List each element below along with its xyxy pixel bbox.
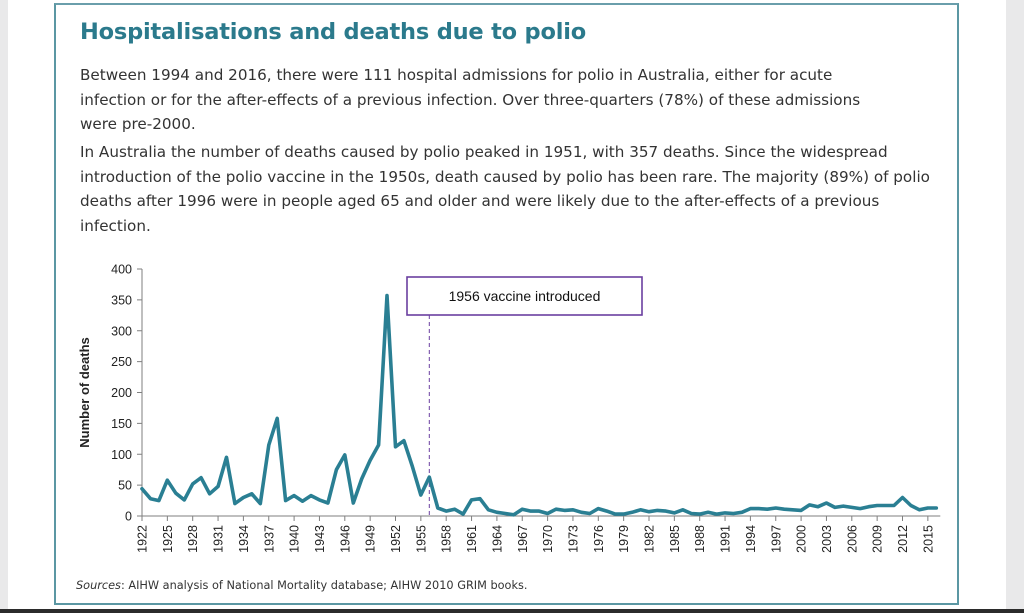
annotation-box xyxy=(406,276,643,316)
deaths-line xyxy=(140,293,939,517)
y-tick-label: 250 xyxy=(111,355,132,369)
x-tick-label: 1922 xyxy=(136,525,150,553)
paragraph-deaths: In Australia the number of deaths caused… xyxy=(80,143,930,235)
paragraph-hospitalisations: Between 1994 and 2016, there were 111 ho… xyxy=(80,66,861,133)
annotation-label: 1956 vaccine introduced xyxy=(449,288,601,304)
x-tick-label: 1928 xyxy=(186,525,200,553)
source-label: Sources xyxy=(76,579,121,592)
x-tick-label: 1955 xyxy=(414,525,428,553)
x-tick-label: 1952 xyxy=(389,525,403,553)
x-tick-label: 1958 xyxy=(440,525,454,553)
x-tick-label: 2009 xyxy=(871,525,885,553)
source-note: Sources: AIHW analysis of National Morta… xyxy=(76,579,527,592)
y-tick-label: 0 xyxy=(125,510,132,524)
x-tick-label: 1940 xyxy=(288,525,302,553)
y-tick-label: 350 xyxy=(111,293,132,307)
x-tick-label: 1937 xyxy=(262,525,276,553)
x-tick-label: 2012 xyxy=(896,525,910,553)
x-tick-label: 1943 xyxy=(313,525,327,553)
y-tick-label: 100 xyxy=(111,448,132,462)
x-tick-label: 1979 xyxy=(617,525,631,553)
bottom-bar xyxy=(0,609,1024,613)
x-tick-label: 1934 xyxy=(237,525,251,553)
x-tick-label: 1925 xyxy=(161,525,175,553)
x-tick-label: 2000 xyxy=(795,525,809,553)
deaths-series xyxy=(140,293,939,517)
y-tick-label: 300 xyxy=(111,324,132,338)
y-tick-label: 200 xyxy=(111,386,132,400)
x-tick-label: 1988 xyxy=(693,525,707,553)
x-tick-label: 1970 xyxy=(541,525,555,553)
y-axis: 0 50 100 150 200 250 300 350 400 xyxy=(111,263,143,524)
x-tick-label: 1976 xyxy=(592,525,606,553)
y-axis-label: Number of deaths xyxy=(77,337,92,448)
x-tick-label: 2015 xyxy=(921,525,935,553)
x-tick-label: 1964 xyxy=(490,525,504,553)
panel-title: Hospitalisations and deaths due to polio xyxy=(80,19,587,45)
x-tick-label: 1991 xyxy=(719,525,733,553)
x-tick-label: 1946 xyxy=(338,525,352,553)
vaccine-annotation: 1956 vaccine introduced xyxy=(406,276,643,516)
info-panel: Hospitalisations and deaths due to polio… xyxy=(54,3,959,605)
x-tick-label: 1949 xyxy=(364,525,378,553)
x-axis: 1922 1925 1928 1931 1934 1937 1940 1943 1946 1949… xyxy=(136,515,941,553)
x-tick-label: 1997 xyxy=(769,525,783,553)
x-tick-label: 1967 xyxy=(516,525,530,553)
x-tick-label: 1985 xyxy=(668,525,682,553)
x-tick-label: 2006 xyxy=(845,525,859,553)
x-tick-label: 1931 xyxy=(212,525,226,553)
x-tick-label: 2003 xyxy=(820,525,834,553)
polio-deaths-chart: 0 50 100 150 200 250 300 350 400 1922 1925 1928 193… xyxy=(77,263,941,553)
x-tick-label: 1982 xyxy=(643,525,657,553)
x-tick-label: 1994 xyxy=(744,525,758,553)
source-text: : AIHW analysis of National Mortality da… xyxy=(120,579,528,592)
y-tick-label: 50 xyxy=(118,479,132,493)
y-tick-label: 150 xyxy=(111,417,132,431)
x-tick-label: 1973 xyxy=(566,525,580,553)
x-tick-label: 1961 xyxy=(465,525,479,553)
y-tick-label: 400 xyxy=(111,263,132,277)
